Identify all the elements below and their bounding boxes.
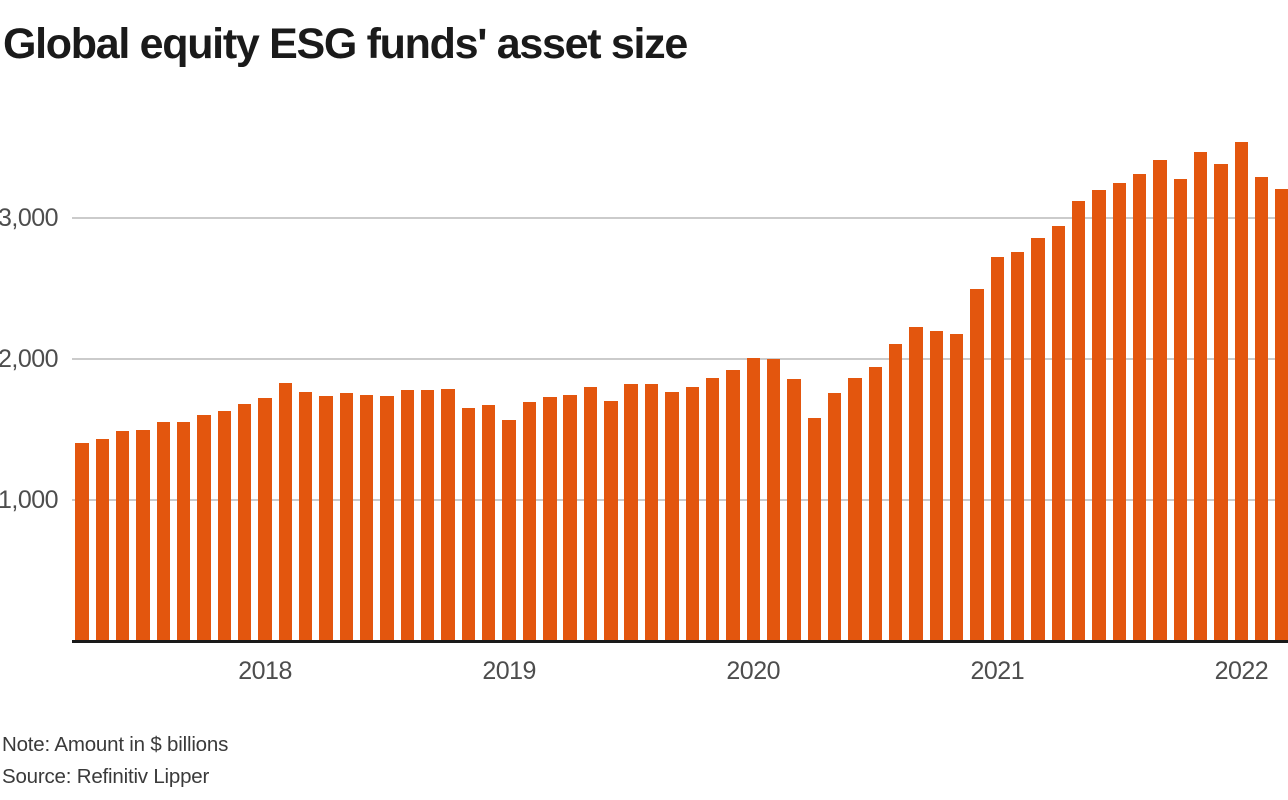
bar (1275, 189, 1288, 641)
bar (563, 394, 577, 641)
bar (970, 289, 984, 641)
bar (746, 357, 760, 641)
bar (278, 382, 293, 641)
bar (360, 394, 374, 641)
bar (441, 388, 455, 641)
x-axis-year-label: 2018 (238, 657, 292, 685)
bar (461, 408, 476, 641)
grid-line (72, 358, 1288, 360)
bar (583, 387, 598, 641)
chart-note: Note: Amount in $ billions (2, 733, 229, 756)
bar (848, 378, 862, 641)
bar (380, 395, 394, 641)
y-tick-label: 3,000 (0, 204, 59, 232)
bar (726, 370, 740, 641)
bar (421, 390, 435, 641)
x-axis-line (72, 639, 1288, 643)
bar (197, 415, 211, 641)
bar (1214, 163, 1228, 641)
bar (339, 392, 354, 641)
bar (644, 384, 659, 641)
bar (827, 392, 842, 641)
bar (624, 383, 638, 641)
bar (868, 366, 882, 641)
bar (949, 333, 964, 641)
bar (1112, 182, 1127, 641)
bar (258, 398, 272, 641)
bar (888, 344, 903, 641)
bar (807, 418, 821, 641)
bar (1010, 251, 1025, 641)
bar (766, 359, 781, 641)
bar (177, 421, 191, 641)
bar (75, 442, 89, 641)
bar (482, 404, 496, 641)
bar (1071, 201, 1086, 641)
bar (522, 402, 537, 641)
bar (1194, 152, 1208, 641)
bar (156, 422, 171, 641)
x-axis-year-label: 2022 (1214, 657, 1269, 685)
bar (502, 419, 516, 641)
bar (319, 395, 333, 641)
chart-source: Source: Refinitiv Lipper (2, 765, 210, 788)
x-axis-year-label: 2020 (726, 657, 781, 685)
bar (665, 392, 679, 641)
bar (685, 387, 699, 641)
bar (929, 330, 943, 641)
y-tick-label: 1,000 (0, 486, 59, 514)
bar (217, 411, 232, 641)
x-axis-year-label: 2019 (482, 657, 536, 685)
x-axis-year-label: 2021 (970, 657, 1025, 685)
bar (1031, 237, 1045, 641)
grid-line (72, 217, 1288, 219)
bar (909, 327, 923, 641)
bar (1173, 178, 1188, 641)
bar (95, 438, 110, 641)
y-tick-label: 2,000 (0, 345, 59, 373)
bar-chart: 1,000 2,000 3,000 2018 2019 2020 2021 2022 (0, 141, 1288, 685)
bar (705, 378, 720, 641)
bar (238, 404, 252, 641)
bar (115, 430, 130, 641)
bar (787, 378, 801, 641)
grid-line (72, 499, 1288, 501)
bar (1051, 226, 1065, 641)
bar (1255, 177, 1269, 641)
bar (543, 397, 557, 641)
bar (1234, 141, 1249, 641)
bar (136, 430, 150, 641)
bar (604, 401, 618, 641)
bar (400, 390, 415, 641)
bar (1153, 160, 1167, 641)
chart-title: Global equity ESG funds' asset size (3, 20, 688, 68)
bar (299, 392, 313, 641)
bar (990, 257, 1004, 641)
bar (1092, 189, 1106, 641)
bar (1132, 174, 1147, 641)
